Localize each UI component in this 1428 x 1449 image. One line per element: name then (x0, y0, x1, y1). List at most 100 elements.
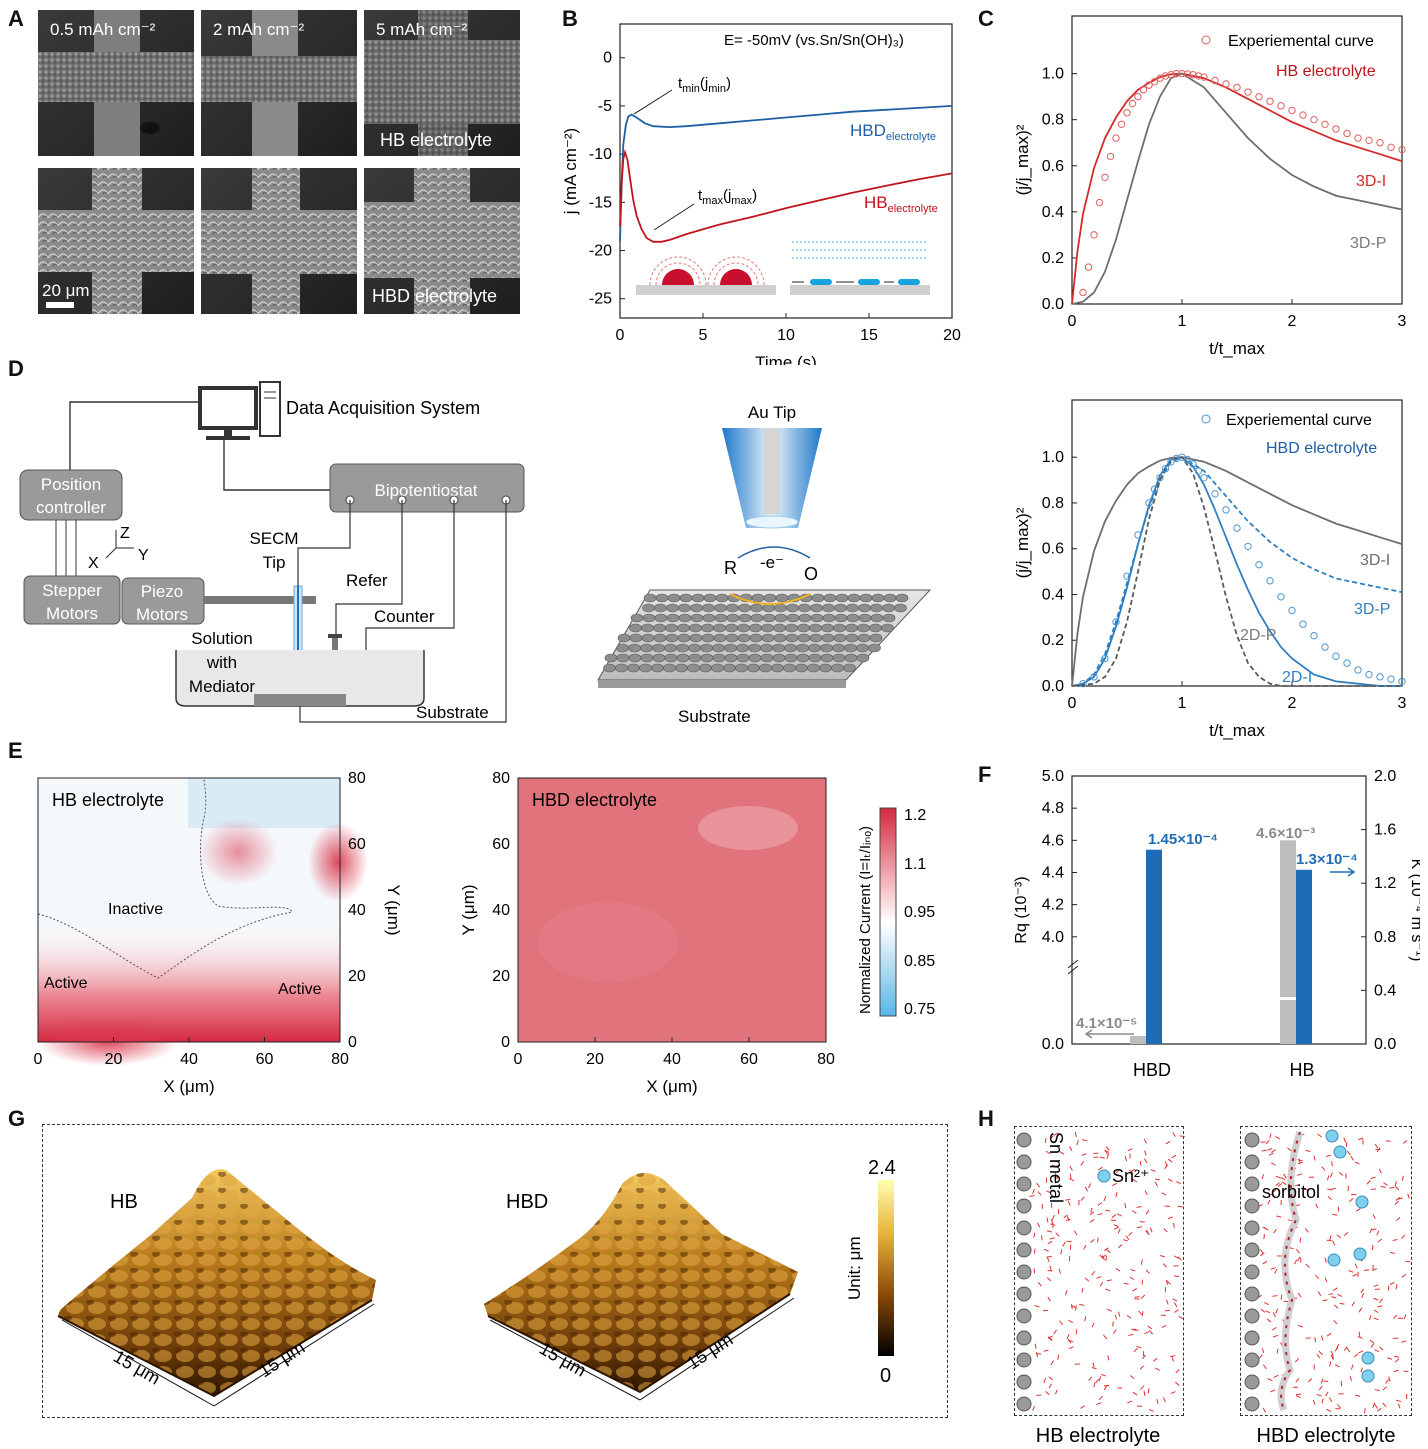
water-molecule (1075, 1305, 1077, 1311)
grain (856, 653, 870, 663)
x-axis-label: t/t_max (1209, 339, 1265, 358)
grain (797, 623, 810, 633)
y2-tick-label: 2.0 (1374, 768, 1396, 785)
data-point (1266, 97, 1274, 105)
water-molecule (1261, 1348, 1265, 1354)
colorbar-tick: 1.1 (904, 856, 926, 873)
grain (699, 663, 712, 673)
tmin-label: tmin(jmin) (678, 75, 731, 95)
water-molecule (1295, 1378, 1300, 1383)
water-molecule (1033, 1268, 1036, 1274)
data-point (1194, 467, 1203, 475)
label-2d-i-bottom: 2D-I (1282, 669, 1312, 686)
water-molecule (1129, 1276, 1135, 1281)
y-tick-label: 0 (603, 50, 612, 67)
water-molecule (1270, 1267, 1276, 1270)
sn2-label: Sn²⁺ (1112, 1166, 1150, 1186)
water-molecule (1089, 1219, 1095, 1223)
data-point (1233, 83, 1241, 92)
grain (882, 613, 896, 623)
water-molecule (1142, 1354, 1146, 1360)
bar-k (1146, 849, 1162, 1044)
water-molecule (1331, 1161, 1333, 1167)
y-tick-label: -10 (589, 146, 612, 163)
dim-line-hbd-right (639, 1297, 795, 1401)
water-molecule (1327, 1196, 1333, 1201)
grain (691, 593, 705, 603)
grain (834, 603, 847, 613)
grain (795, 663, 808, 673)
water-molecule (1382, 1386, 1387, 1391)
bar-break (1280, 997, 1296, 1001)
water-molecule (1116, 1168, 1120, 1174)
data-point (1200, 73, 1208, 81)
x-tick-label: 60 (740, 1051, 758, 1068)
grain (666, 603, 679, 613)
water-molecule (1033, 1248, 1036, 1254)
panel-label-g: G (8, 1106, 26, 1131)
water-molecule (1383, 1182, 1389, 1186)
data-point (1145, 499, 1153, 507)
data-point (1123, 109, 1131, 117)
water-molecule (1313, 1155, 1316, 1161)
water-molecule (1267, 1147, 1273, 1151)
water-molecule (1127, 1148, 1133, 1152)
water-molecule (1360, 1288, 1365, 1294)
water-molecule (1329, 1361, 1332, 1367)
water-molecule (1071, 1305, 1077, 1309)
sn2-ion (1097, 1169, 1111, 1183)
water-molecule (1297, 1292, 1302, 1298)
grain (807, 663, 820, 673)
water-molecule (1273, 1374, 1279, 1378)
sn-atom (1244, 1154, 1260, 1170)
grain (628, 643, 641, 653)
grain (736, 653, 750, 663)
chart-c-bottom: 0 1 2 30.00.20.40.60.81.0t/t_max(j/j_max)² … (1013, 399, 1407, 740)
water-molecule (1098, 1376, 1102, 1382)
water-molecule (1069, 1165, 1073, 1171)
sn2-ion (1327, 1253, 1341, 1267)
sem-hb-2 (201, 10, 357, 156)
water-molecule (1032, 1188, 1035, 1194)
water-molecule (1376, 1407, 1382, 1412)
water-molecule (1276, 1348, 1279, 1354)
grain (677, 623, 690, 633)
water-molecule (1305, 1149, 1311, 1152)
water-molecule (1046, 1277, 1052, 1282)
grain (663, 663, 676, 673)
water-molecule (1371, 1228, 1377, 1231)
sn-atom (1016, 1330, 1032, 1346)
grain (725, 633, 739, 643)
hbd-secm-map (517, 777, 827, 1043)
water-molecule (1316, 1353, 1321, 1359)
hbd-curve-label: HBDelectrolyte (850, 121, 936, 143)
water-molecule (1090, 1207, 1093, 1213)
water-molecule (1165, 1279, 1168, 1285)
grain (835, 593, 849, 603)
sn-atom (1244, 1396, 1260, 1412)
sn-atom (1016, 1308, 1032, 1324)
water-molecule (1280, 1177, 1286, 1181)
water-molecule (1164, 1161, 1168, 1167)
hb-secm-map (37, 777, 368, 1066)
grain (714, 603, 727, 613)
water-molecule (1166, 1280, 1171, 1285)
grain (845, 633, 859, 643)
sn-atom (1244, 1330, 1260, 1346)
grain (749, 633, 763, 643)
water-molecule (1270, 1193, 1276, 1197)
water-molecule (1163, 1397, 1166, 1403)
water-molecule (1331, 1296, 1337, 1299)
water-molecule (1067, 1200, 1071, 1206)
water-molecule (1266, 1318, 1272, 1323)
water-molecule (1325, 1154, 1331, 1158)
water-molecule (1123, 1282, 1129, 1285)
water-molecule (1360, 1367, 1363, 1373)
grain (832, 653, 846, 663)
grain (735, 663, 748, 673)
water-molecule (1275, 1136, 1281, 1140)
water-molecule (1297, 1159, 1303, 1162)
y-tick-label: 0 (501, 1034, 510, 1051)
grain (784, 643, 797, 653)
arrow-left-icon (1084, 1029, 1134, 1039)
